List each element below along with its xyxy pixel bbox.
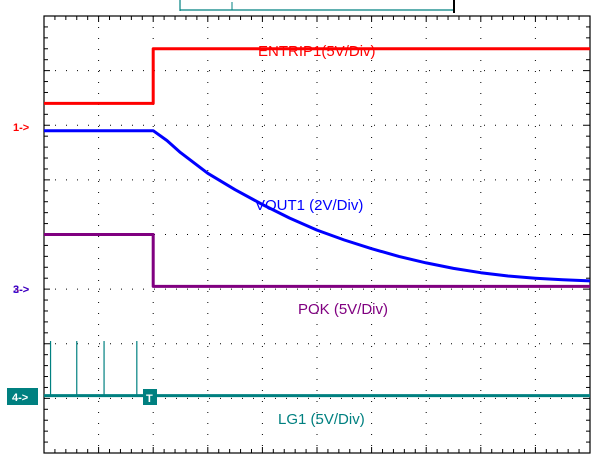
ground-marker-ch3: 3-> xyxy=(13,284,29,296)
traces xyxy=(44,47,591,398)
trace-ch3 xyxy=(44,233,590,288)
series-label-vout1: VOUT1 (2V/Div) xyxy=(255,197,363,214)
record-position-indicator xyxy=(179,0,455,13)
ground-marker-ch4: 4-> xyxy=(12,392,28,404)
trace-ch2 xyxy=(44,129,591,283)
ground-marker-ch4-box xyxy=(7,388,38,405)
series-label-pok: POK (5V/Div) xyxy=(298,301,388,318)
series-label-lg1: LG1 (5V/Div) xyxy=(278,411,365,428)
trace-ch1 xyxy=(44,47,590,105)
trigger-marker-box xyxy=(143,389,157,405)
ground-marker-ch2: 2-> xyxy=(13,284,29,296)
channel-markers: 1-> 3-> 2-> 4-> T xyxy=(7,122,157,405)
trigger-marker: T xyxy=(146,393,153,405)
series-label-entrip1: ENTRIP1(5V/Div) xyxy=(258,43,376,60)
graticule xyxy=(43,15,591,454)
ground-marker-ch1: 1-> xyxy=(13,122,29,134)
labels: ENTRIP1(5V/Div) VOUT1 (2V/Div) POK (5V/D… xyxy=(255,43,388,428)
